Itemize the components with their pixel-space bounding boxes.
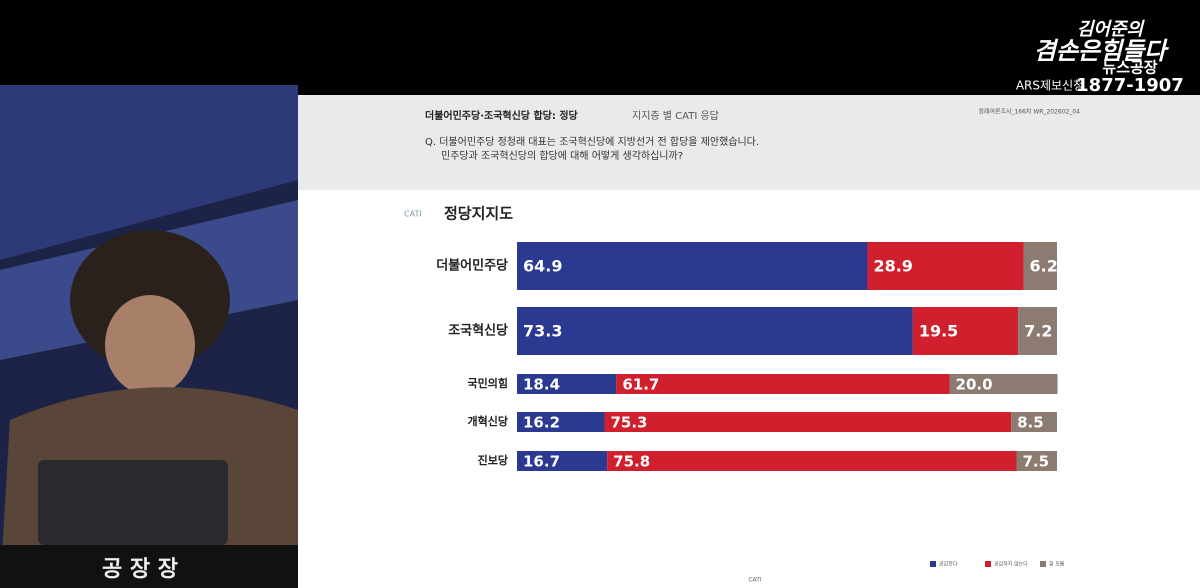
- top-bar: [0, 0, 1200, 85]
- legend-label: 공감하지 않는다: [994, 561, 1028, 568]
- category-label: 진보당: [478, 453, 508, 467]
- phone-label: ARS제보신청: [1016, 79, 1084, 93]
- value-label: 7.5: [1023, 453, 1050, 471]
- value-label: 75.3: [610, 414, 647, 432]
- value-label: 20.0: [956, 376, 993, 394]
- bar-segment: [616, 374, 950, 394]
- bar-segment: [1011, 412, 1057, 432]
- legend-swatch: [930, 561, 936, 567]
- bar-segment: [604, 412, 1012, 432]
- bar-segment: [867, 242, 1024, 290]
- value-label: 18.4: [523, 376, 560, 394]
- bar-segment: [1023, 242, 1057, 290]
- value-label: 7.2: [1024, 322, 1052, 341]
- legend-label: 공감한다: [939, 561, 958, 568]
- method: CATI: [404, 210, 422, 219]
- chart-title: 정당지지도: [444, 205, 513, 223]
- survey-id: 정례여론조사_166차 WR_202602_04: [978, 108, 1080, 116]
- bar-segment: [517, 374, 617, 394]
- face: [105, 295, 195, 395]
- header-light: 지지층 별 CATI 응답: [632, 110, 719, 122]
- value-label: 16.2: [523, 414, 560, 432]
- value-label: 61.7: [622, 376, 659, 394]
- bar-segment: [1018, 307, 1057, 355]
- question: Q. 더불어민주당 정청래 대표는 조국혁신당에 지방선거 전 합당을 제안했습…: [425, 135, 759, 148]
- bar-segment: [517, 451, 608, 471]
- nameplate: 공 장 장: [102, 557, 178, 582]
- bar-segment: [517, 307, 913, 355]
- logo-line: 겸손은힘들다: [1034, 37, 1169, 65]
- value-label: 8.5: [1017, 414, 1044, 432]
- value-label: 19.5: [919, 322, 958, 341]
- legend-swatch: [1040, 561, 1046, 567]
- legend-label: 잘 모름: [1049, 561, 1065, 568]
- slide-header: [298, 95, 1200, 190]
- header-bold: 더불어민주당·조국혁신당 합당: 정당: [425, 109, 579, 122]
- logo-line: 김어준의: [1077, 19, 1146, 40]
- value-label: 28.9: [873, 257, 912, 276]
- bar-segment: [912, 307, 1019, 355]
- bar-segment: [517, 412, 605, 432]
- category-label: 더불어민주당: [436, 258, 508, 274]
- category-label: 개혁신당: [468, 414, 508, 428]
- value-label: 64.9: [523, 257, 562, 276]
- bar-segment: [517, 242, 868, 290]
- footer: CATI: [748, 577, 761, 584]
- legend-swatch: [985, 561, 991, 567]
- category-label: 국민의힘: [468, 376, 508, 390]
- logo-line: 뉴스공장: [1102, 59, 1157, 77]
- bar-segment: [1016, 451, 1057, 471]
- bar-segment: [949, 374, 1058, 394]
- value-label: 6.2: [1030, 257, 1058, 276]
- value-label: 16.7: [523, 453, 560, 471]
- value-label: 75.8: [613, 453, 650, 471]
- question: 민주당과 조국혁신당의 합당에 대해 어떻게 생각하십니까?: [441, 149, 683, 162]
- value-label: 73.3: [523, 322, 562, 341]
- category-label: 조국혁신당: [448, 323, 508, 339]
- nameplate-bg: [0, 545, 298, 588]
- laptop: [38, 460, 228, 545]
- backdrop: [0, 85, 298, 260]
- bar-segment: [607, 451, 1017, 471]
- phone: 1877-1907: [1076, 75, 1184, 96]
